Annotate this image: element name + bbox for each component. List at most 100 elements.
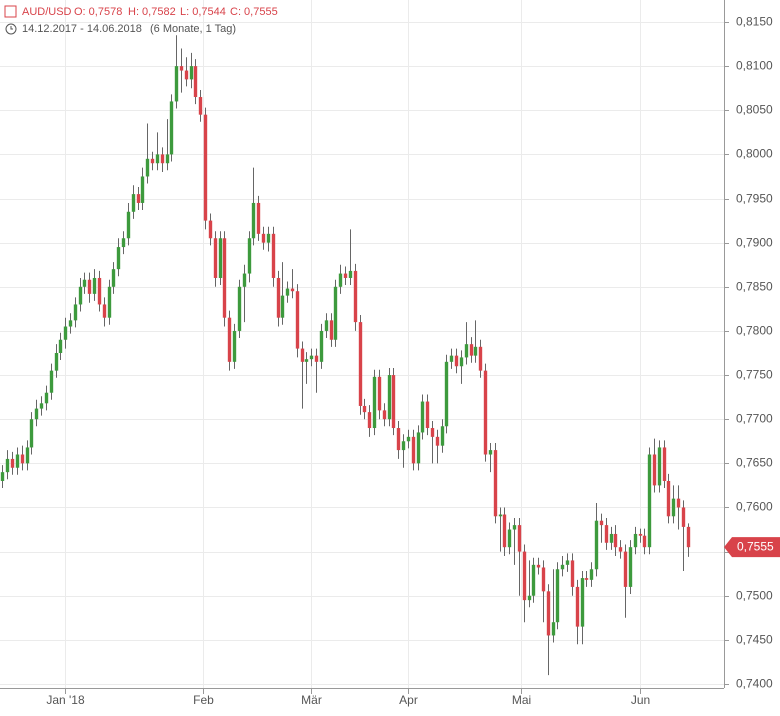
candles — [0, 35, 691, 676]
x-tick-label: Mai — [512, 693, 531, 707]
candle-body — [329, 320, 334, 340]
price-marker-label: 0,7555 — [737, 539, 774, 553]
y-tick-label: 0,7450 — [736, 633, 773, 647]
candle-body — [353, 270, 358, 323]
candle-body — [348, 270, 353, 278]
header-value: L: 0,7544 — [180, 6, 226, 18]
candle-body — [498, 514, 503, 517]
candle-body — [358, 322, 363, 406]
candle-body — [464, 344, 469, 358]
candle-body — [387, 375, 392, 420]
candle-body — [488, 450, 493, 455]
candle-body — [280, 295, 285, 318]
candle-body — [140, 176, 145, 203]
candle-body — [295, 291, 300, 349]
candle-body — [522, 551, 527, 601]
candle-body — [671, 498, 676, 517]
candle-body — [222, 238, 227, 318]
y-tick-label: 0,7850 — [736, 280, 773, 294]
candle-body — [247, 238, 252, 274]
candle-body — [232, 330, 237, 362]
candle-body — [512, 525, 517, 530]
candle-body — [536, 564, 541, 568]
candle-body — [531, 564, 536, 596]
candle-body — [44, 392, 49, 404]
candle-body — [565, 560, 570, 565]
candle-body — [73, 304, 78, 321]
candle-body — [642, 535, 647, 548]
candle-body — [242, 273, 247, 287]
candle-body — [97, 277, 102, 305]
candle-body — [34, 408, 39, 420]
y-tick-label: 0,7800 — [736, 324, 773, 338]
candle-body — [459, 357, 464, 367]
y-tick-label: 0,8150 — [736, 15, 773, 29]
candle-body — [411, 436, 416, 464]
candle-body — [208, 220, 213, 239]
candle-body — [300, 348, 305, 362]
price-marker — [724, 537, 780, 558]
candle-body — [126, 211, 131, 239]
candle-body — [570, 560, 575, 587]
candle-body — [58, 339, 63, 353]
candle-body — [10, 458, 15, 468]
candle-body — [406, 436, 411, 442]
candle-body — [213, 238, 218, 278]
candle-body — [218, 238, 223, 278]
candle-body — [377, 376, 382, 411]
candle-body — [82, 279, 87, 287]
candle-body — [102, 304, 107, 318]
candle-body — [454, 355, 459, 367]
candle-body — [652, 454, 657, 486]
candle-body — [20, 454, 25, 464]
candle-body — [599, 520, 604, 526]
candle-body — [15, 454, 20, 468]
candle-body — [372, 376, 377, 429]
candle-body — [362, 405, 367, 413]
x-tick-label: Feb — [193, 693, 214, 707]
header-value: C: 0,7555 — [230, 6, 278, 18]
x-tick-label: Mär — [301, 693, 322, 707]
grid — [0, 0, 724, 688]
subtitle-note: (6 Monate, 1 Tag) — [150, 23, 236, 35]
candle-body — [116, 247, 121, 270]
candle-body — [449, 355, 454, 362]
candle-body — [333, 286, 338, 340]
candle-body — [681, 507, 686, 527]
candle-body — [382, 410, 387, 420]
candle-body — [290, 288, 295, 292]
candle-body — [304, 359, 309, 362]
candle-body — [541, 567, 546, 592]
candle-body — [5, 458, 10, 473]
candle-body — [647, 454, 652, 548]
symbol: AUD/USD — [22, 6, 72, 18]
candle-body — [324, 320, 329, 331]
candle-body — [430, 428, 435, 437]
candle-body — [39, 403, 44, 409]
candle-body — [662, 447, 667, 481]
candle-body — [78, 286, 83, 305]
y-tick-label: 0,8100 — [736, 59, 773, 73]
candle-body — [401, 441, 406, 451]
candle-body — [555, 569, 560, 623]
candle-body — [657, 447, 662, 486]
candle-body — [54, 353, 59, 371]
candle-body — [107, 286, 112, 318]
candle-body — [92, 277, 97, 294]
y-tick-label: 0,7950 — [736, 192, 773, 206]
candle-body — [551, 622, 556, 636]
candle-body — [473, 346, 478, 356]
x-tick-label: Jan '18 — [46, 693, 85, 707]
candle-body — [145, 158, 150, 177]
y-tick-label: 0,7600 — [736, 500, 773, 514]
header-value: H: 0,7582 — [128, 6, 176, 18]
clock-icon — [5, 23, 17, 35]
candle-body — [189, 66, 194, 80]
candle-body — [618, 547, 623, 552]
candle-body — [676, 498, 681, 508]
header: AUD/USD O: 0,7578 H: 0,7582 L: 0,7544 C:… — [4, 5, 278, 35]
candle-body — [391, 375, 396, 429]
candle-body — [29, 419, 34, 448]
candle-body — [237, 286, 242, 331]
